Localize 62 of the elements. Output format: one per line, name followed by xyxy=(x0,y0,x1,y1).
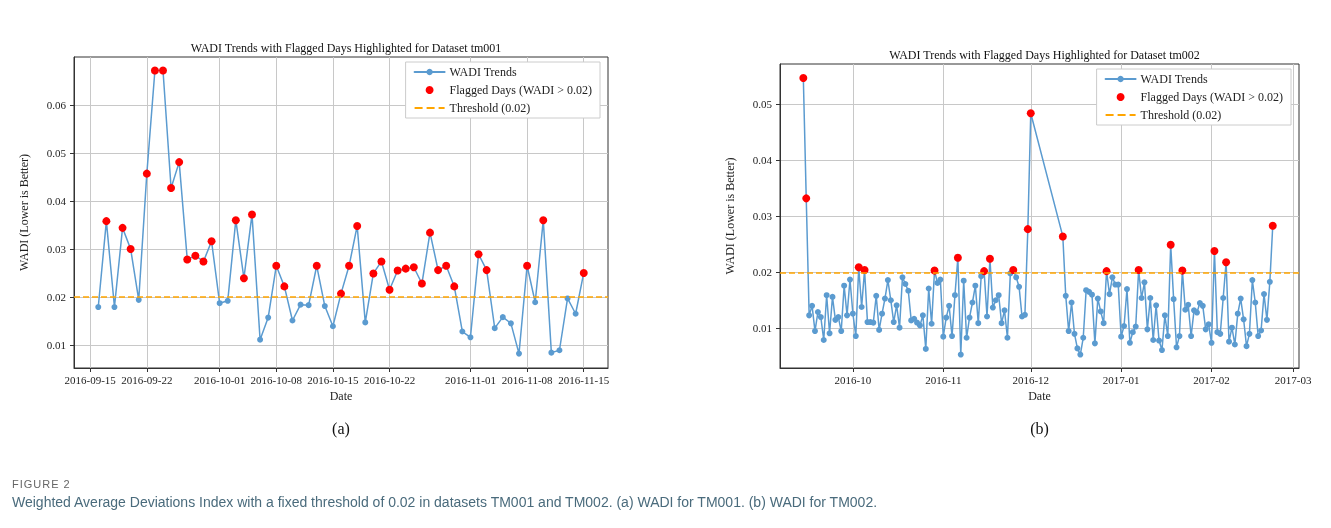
x-tick-label: 2017-02 xyxy=(1193,373,1230,386)
x-tick-label: 2016-09-22 xyxy=(121,373,173,386)
point xyxy=(224,297,231,304)
x-tick-label: 2016-11-15 xyxy=(558,373,610,386)
point xyxy=(556,347,563,354)
x-tick-label: 2016-10-22 xyxy=(363,373,416,386)
point xyxy=(95,304,102,311)
y-tick-label: 0.01 xyxy=(46,338,66,351)
point xyxy=(548,349,555,356)
text: Weighted Average Deviations Index with a fixed threshold of 0.02 in datasets TM001 and TM002. (a) WADI for TM001. (b) WADI for TM002. xyxy=(12,494,879,510)
y-tick-label: 0.04 xyxy=(752,154,773,167)
x-tick-label: 2016-12 xyxy=(1012,373,1050,386)
chart-title: WADI Trends with Flagged Days Highlighted for Dataset tm002 xyxy=(889,48,1200,62)
y-axis-title: WADI (Lower is Better) xyxy=(17,154,31,271)
x-tick-label: 2016-11 xyxy=(925,373,962,386)
legend-label: WADI Trends xyxy=(449,65,517,79)
caption: FIGURE 2 xyxy=(12,478,72,490)
x-axis-title: Date xyxy=(329,388,353,403)
legend-label: Threshold (0.02) xyxy=(1140,108,1222,122)
legend-label: Flagged Days (WADI > 0.02) xyxy=(449,83,592,97)
point xyxy=(216,300,223,307)
legend-label: WADI Trends xyxy=(1140,72,1208,86)
text: (b) xyxy=(1029,420,1050,438)
point xyxy=(289,317,296,324)
x-axis-title: Date xyxy=(1028,388,1051,403)
x-tick-label: 2017-03 xyxy=(1274,373,1312,386)
y-tick-label: 0.04 xyxy=(46,194,67,207)
x-tick-label: 2016-10-01 xyxy=(193,373,246,386)
point xyxy=(491,325,498,332)
y-tick-label: 0.02 xyxy=(46,290,66,303)
legend-label: Threshold (0.02) xyxy=(449,101,531,115)
legend-label: Flagged Days (WADI > 0.02) xyxy=(1140,90,1283,104)
y-tick-label: 0.03 xyxy=(752,210,773,223)
point xyxy=(305,302,312,309)
point xyxy=(321,303,328,310)
x-tick-label: 2017-01 xyxy=(1102,373,1140,386)
point xyxy=(516,350,522,357)
y-tick-label: 0.01 xyxy=(752,322,772,335)
point xyxy=(265,314,272,321)
y-tick-label: 0.02 xyxy=(752,266,772,279)
text: (a) xyxy=(331,420,351,438)
x-tick-label: 2016-11-08 xyxy=(501,373,554,386)
chart-title: WADI Trends with Flagged Days Highlighted for Dataset tm001 xyxy=(190,41,502,55)
x-tick-label: 2016-10-08 xyxy=(250,373,303,386)
point xyxy=(257,336,264,343)
y-tick-label: 0.06 xyxy=(46,98,67,111)
x-tick-label: 2016-09-15 xyxy=(64,373,117,386)
point xyxy=(499,314,506,321)
point xyxy=(329,323,336,330)
point xyxy=(467,334,474,341)
y-axis-title: WADI (Lower is Better) xyxy=(723,157,737,275)
x-tick-label: 2016-11-01 xyxy=(444,373,496,386)
point xyxy=(507,320,514,327)
point xyxy=(111,304,118,311)
x-tick-label: 2016-10 xyxy=(834,373,872,386)
point xyxy=(362,319,369,326)
point xyxy=(572,310,579,317)
y-tick-label: 0.03 xyxy=(46,242,67,255)
y-tick-label: 0.05 xyxy=(46,146,67,159)
y-tick-label: 0.05 xyxy=(752,98,773,111)
x-tick-label: 2016-10-15 xyxy=(307,373,360,386)
point xyxy=(532,299,539,306)
